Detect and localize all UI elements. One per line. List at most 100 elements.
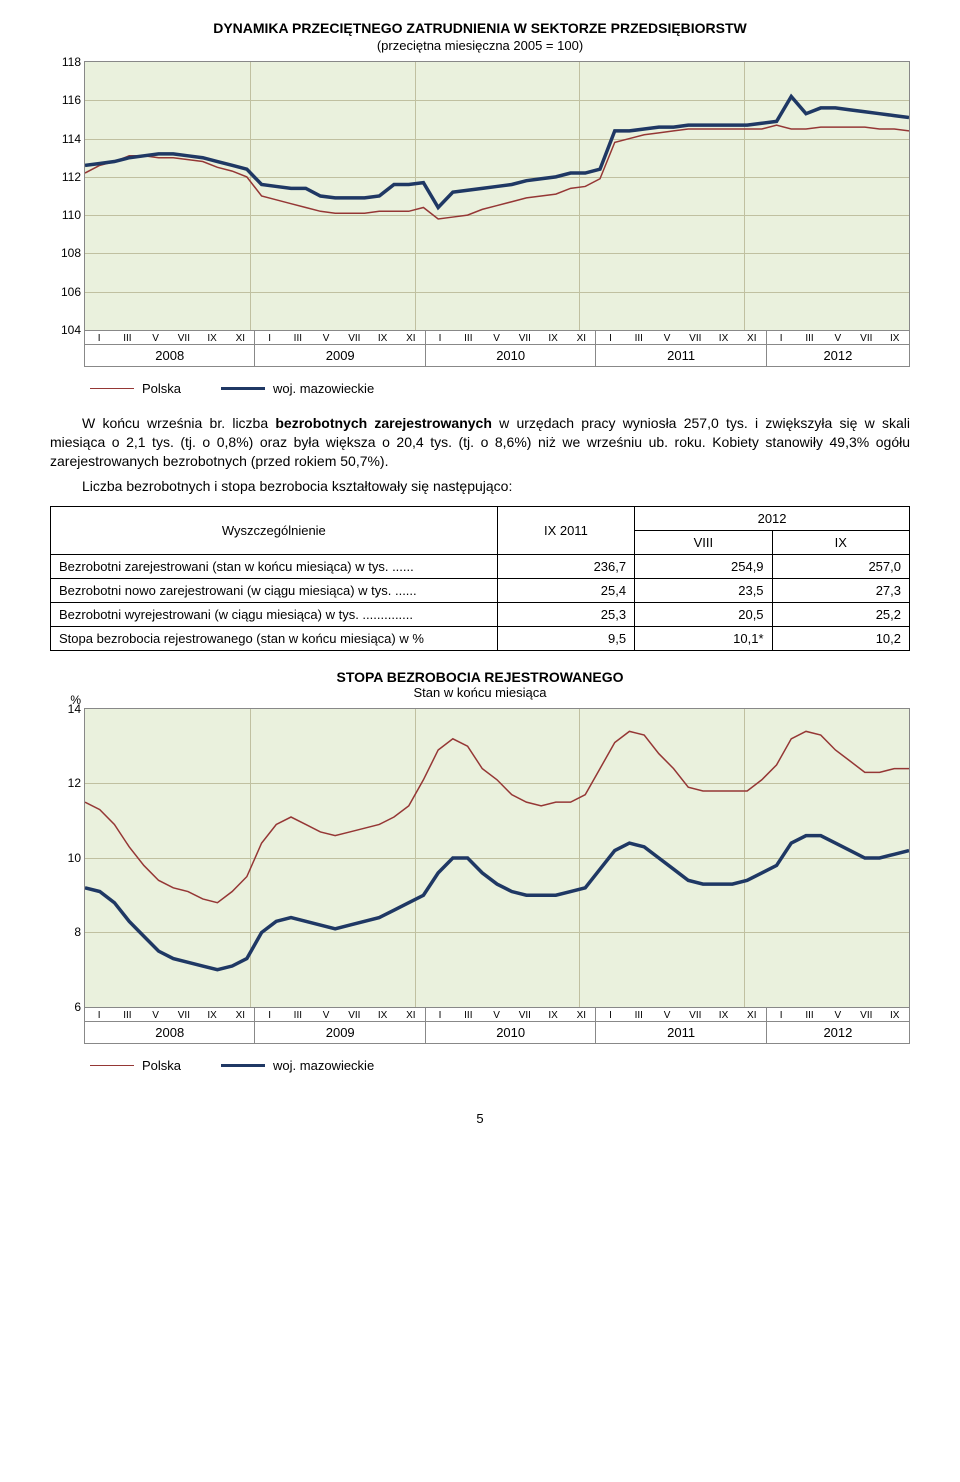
x-tick-label: I	[255, 1010, 283, 1021]
x-tick-label: I	[85, 333, 113, 344]
x-tick-label: VII	[681, 1010, 709, 1021]
x-tick-label: III	[625, 1010, 653, 1021]
x-tick-label: XI	[738, 333, 766, 344]
cell-value: 25,3	[497, 602, 634, 626]
cell-value: 254,9	[635, 554, 772, 578]
th-ix2011: IX 2011	[497, 506, 634, 554]
x-tick-label: I	[255, 333, 283, 344]
x-tick-label: III	[625, 333, 653, 344]
x-tick-label: VII	[681, 333, 709, 344]
y-tick-label: 12	[68, 776, 81, 790]
x-tick-label: V	[824, 333, 852, 344]
x-tick-label: V	[312, 1010, 340, 1021]
x-tick-label: VII	[340, 333, 368, 344]
chart2-subtitle: Stan w końcu miesiąca	[50, 685, 910, 700]
chart2-xaxis-years: 20082009201020112012	[84, 1022, 910, 1044]
x-tick-label: IX	[368, 1010, 396, 1021]
y-tick-label: 14	[68, 702, 81, 716]
x-year-label: 2010	[426, 1022, 596, 1043]
x-tick-label: V	[482, 1010, 510, 1021]
x-year-label: 2008	[85, 345, 255, 366]
x-tick-label: V	[653, 1010, 681, 1021]
x-tick-label: V	[312, 333, 340, 344]
cell-label: Bezrobotni zarejestrowani (stan w końcu …	[51, 554, 498, 578]
x-tick-label: VII	[170, 1010, 198, 1021]
x-tick-label: XI	[397, 333, 425, 344]
x-tick-label: III	[284, 333, 312, 344]
chart1-title: DYNAMIKA PRZECIĘTNEGO ZATRUDNIENIA W SEK…	[50, 20, 910, 36]
chart1-xaxis-years: 20082009201020112012	[84, 345, 910, 367]
y-tick-label: 106	[61, 285, 81, 299]
x-tick-label: IX	[881, 333, 909, 344]
legend-line-mazowieckie	[221, 387, 265, 390]
legend-line-polska-2	[90, 1065, 134, 1066]
cell-value: 257,0	[772, 554, 909, 578]
x-tick-label: VII	[511, 333, 539, 344]
x-tick-label: IX	[881, 1010, 909, 1021]
y-tick-label: 6	[74, 1000, 81, 1014]
x-tick-label: IX	[198, 333, 226, 344]
x-year-label: 2012	[767, 345, 909, 366]
x-tick-label: VII	[170, 333, 198, 344]
y-tick-label: 118	[62, 55, 81, 69]
paragraph-2: Liczba bezrobotnych i stopa bezrobocia k…	[50, 477, 910, 496]
legend-label-polska: Polska	[142, 381, 181, 396]
chart1-legend: Polska woj. mazowieckie	[50, 367, 910, 408]
y-tick-label: 114	[62, 132, 81, 146]
x-tick-label: IX	[198, 1010, 226, 1021]
y-tick-label: 110	[62, 208, 81, 222]
x-tick-label: I	[85, 1010, 113, 1021]
x-tick-label: III	[454, 333, 482, 344]
page-number: 5	[50, 1111, 910, 1126]
th-ix: IX	[772, 530, 909, 554]
legend-mazowieckie-2: woj. mazowieckie	[221, 1058, 374, 1073]
cell-value: 25,4	[497, 578, 634, 602]
cell-label: Bezrobotni wyrejestrowani (w ciągu miesi…	[51, 602, 498, 626]
x-tick-label: V	[824, 1010, 852, 1021]
legend-line-mazowieckie-2	[221, 1064, 265, 1067]
x-tick-label: XI	[226, 1010, 254, 1021]
chart2-xaxis-months: IIIIVVIIIXXIIIIIVVIIIXXIIIIIVVIIIXXIIIII…	[84, 1008, 910, 1022]
chart1-plot: 104106108110112114116118	[84, 61, 910, 331]
y-tick-label: 112	[62, 170, 81, 184]
x-tick-label: V	[142, 333, 170, 344]
cell-value: 10,1*	[635, 626, 772, 650]
x-year-label: 2009	[255, 1022, 425, 1043]
x-tick-label: XI	[567, 333, 595, 344]
paragraph-1: W końcu września br. liczba bezrobotnych…	[50, 414, 910, 471]
x-tick-label: V	[482, 333, 510, 344]
x-tick-label: XI	[397, 1010, 425, 1021]
cell-label: Bezrobotni nowo zarejestrowani (w ciągu …	[51, 578, 498, 602]
table-body: Bezrobotni zarejestrowani (stan w końcu …	[51, 554, 910, 650]
table-row: Stopa bezrobocia rejestrowanego (stan w …	[51, 626, 910, 650]
x-tick-label: I	[596, 1010, 624, 1021]
table-row: Bezrobotni nowo zarejestrowani (w ciągu …	[51, 578, 910, 602]
x-year-label: 2011	[596, 345, 766, 366]
chart2-legend: Polska woj. mazowieckie	[50, 1044, 910, 1085]
table-row: Bezrobotni zarejestrowani (stan w końcu …	[51, 554, 910, 578]
th-viii: VIII	[635, 530, 772, 554]
x-tick-label: I	[426, 333, 454, 344]
x-tick-label: IX	[368, 333, 396, 344]
legend-label-mazowieckie: woj. mazowieckie	[273, 381, 374, 396]
x-tick-label: III	[284, 1010, 312, 1021]
legend-label-mazowieckie-2: woj. mazowieckie	[273, 1058, 374, 1073]
x-tick-label: IX	[709, 1010, 737, 1021]
legend-polska-2: Polska	[90, 1058, 181, 1073]
cell-value: 20,5	[635, 602, 772, 626]
legend-label-polska-2: Polska	[142, 1058, 181, 1073]
cell-label: Stopa bezrobocia rejestrowanego (stan w …	[51, 626, 498, 650]
x-year-label: 2011	[596, 1022, 766, 1043]
x-tick-label: III	[795, 333, 823, 344]
x-tick-label: V	[142, 1010, 170, 1021]
x-tick-label: IX	[539, 333, 567, 344]
x-tick-label: I	[767, 1010, 795, 1021]
y-tick-label: 104	[61, 323, 81, 337]
x-tick-label: XI	[567, 1010, 595, 1021]
x-tick-label: I	[426, 1010, 454, 1021]
x-year-label: 2008	[85, 1022, 255, 1043]
x-tick-label: VII	[340, 1010, 368, 1021]
chart1-subtitle: (przeciętna miesięczna 2005 = 100)	[50, 38, 910, 53]
x-tick-label: VII	[852, 1010, 880, 1021]
legend-line-polska	[90, 388, 134, 389]
